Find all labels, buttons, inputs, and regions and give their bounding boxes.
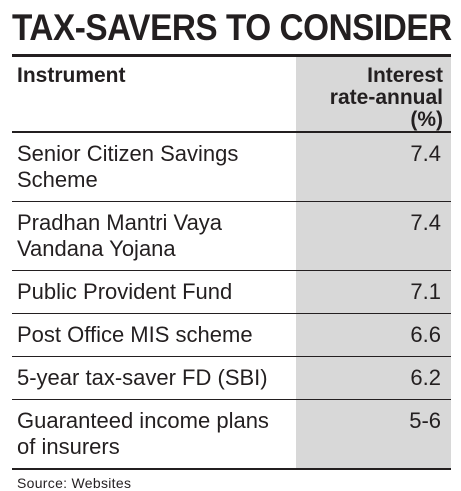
table-row: Senior Citizen Savings Scheme 7.4: [12, 132, 451, 202]
page-title: TAX-SAVERS TO CONSIDER: [12, 7, 452, 48]
interest-rate-value: 5-6: [296, 399, 451, 470]
table-row: Guaranteed income plans of insurers 5-6: [12, 399, 451, 470]
rates-table: Instrument Interest rate-annual (%) Seni…: [12, 57, 451, 470]
tax-savers-card: TAX-SAVERS TO CONSIDER Instrument Intere…: [12, 7, 452, 491]
table-row: Post Office MIS scheme 6.6: [12, 313, 451, 357]
instrument-name: Senior Citizen Savings Scheme: [12, 132, 296, 202]
interest-rate-column-header: Interest rate-annual (%): [296, 57, 451, 133]
instrument-name: Public Provident Fund: [12, 270, 296, 314]
title-divider: [12, 54, 451, 57]
interest-rate-value: 7.4: [296, 132, 451, 202]
rate-header-line1: Interest: [367, 64, 443, 87]
instrument-name: Pradhan Mantri Vaya Vandana Yojana: [12, 201, 296, 271]
table-header-row: Instrument Interest rate-annual (%): [12, 57, 451, 133]
rate-header-line2: rate-annual (%): [329, 86, 443, 131]
table-row: Public Provident Fund 7.1: [12, 270, 451, 314]
instrument-column-header: Instrument: [12, 57, 296, 133]
instrument-name: 5-year tax-saver FD (SBI): [12, 356, 296, 400]
instrument-name: Guaranteed income plans of insurers: [12, 399, 296, 470]
source-note: Source: Websites: [17, 475, 132, 491]
instrument-name: Post Office MIS scheme: [12, 313, 296, 357]
interest-rate-value: 7.4: [296, 201, 451, 271]
interest-rate-value: 7.1: [296, 270, 451, 314]
table-row: 5-year tax-saver FD (SBI) 6.2: [12, 356, 451, 400]
interest-rate-value: 6.2: [296, 356, 451, 400]
table-row: Pradhan Mantri Vaya Vandana Yojana 7.4: [12, 201, 451, 271]
interest-rate-value: 6.6: [296, 313, 451, 357]
